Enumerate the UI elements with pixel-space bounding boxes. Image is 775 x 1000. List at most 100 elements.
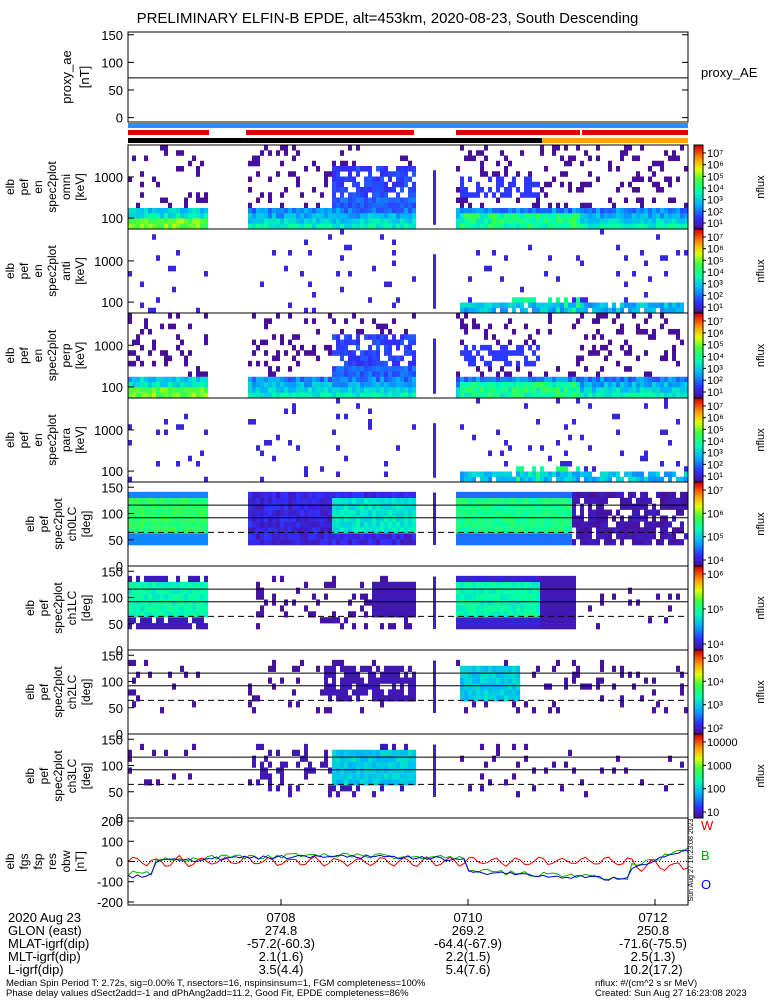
spectrogram-cell <box>340 218 344 225</box>
spectrogram-cell <box>192 387 196 393</box>
spectrogram-cell <box>148 376 152 383</box>
spectrogram-cell <box>284 491 288 499</box>
spectrogram-cell <box>372 677 376 684</box>
spectrogram-cell <box>484 593 488 600</box>
spectrogram-cell <box>468 611 472 618</box>
panel-frame <box>127 228 689 314</box>
spectrogram-cell <box>148 208 152 214</box>
spectrogram-cell <box>324 671 328 678</box>
spectrogram-cell <box>328 617 332 624</box>
spectrogram-cell <box>468 581 472 588</box>
spectrogram-cell <box>196 461 200 467</box>
spectrogram-cell <box>268 773 272 780</box>
spectrogram-cell <box>540 208 544 214</box>
spectrogram-cell <box>140 328 144 335</box>
spectrogram-cell <box>504 671 508 678</box>
spectrogram-cell <box>336 223 340 230</box>
colorbar-cell <box>694 233 703 236</box>
spectrogram-cell <box>680 339 684 346</box>
spectrogram-cell <box>656 521 660 528</box>
spectrogram-cell <box>580 683 584 690</box>
spectrogram-cell <box>196 218 200 225</box>
spectrogram-cell <box>548 605 552 612</box>
spectrogram-cell <box>520 376 524 383</box>
spectrogram-cell <box>352 521 356 528</box>
spectrogram-cell <box>340 749 344 756</box>
colorbar-cell <box>694 805 703 808</box>
spectrogram-cell <box>468 683 472 690</box>
spectrogram-cell <box>380 521 384 528</box>
spectrogram-cell <box>644 260 648 267</box>
spectrogram-cell <box>536 623 540 630</box>
spectrogram-cell <box>360 208 364 214</box>
spectrogram-cell <box>144 539 148 546</box>
spectrogram-cell <box>276 503 280 510</box>
spectrogram-cell <box>496 471 500 478</box>
spectrogram-cell <box>176 376 180 383</box>
spectrogram-cell <box>464 392 468 399</box>
spectrogram-cell <box>456 515 460 522</box>
spectrogram-cell <box>524 503 528 510</box>
spectrogram-cell <box>480 223 484 230</box>
spectrogram-cell <box>628 471 632 478</box>
spectrogram-cell <box>312 292 316 298</box>
spectrogram-cell <box>144 387 148 393</box>
spectrogram-cell <box>160 611 164 618</box>
y-tick-label: 100 <box>101 380 123 395</box>
y-tick-label: 50 <box>109 785 123 800</box>
colorbar-cell <box>694 755 703 758</box>
spectrogram-cell <box>344 539 348 546</box>
spectrogram-cell <box>528 360 532 367</box>
spectrogram-cell <box>620 503 624 510</box>
spectrogram-cell <box>504 192 508 198</box>
colorbar-tick-label: 10² <box>707 459 723 471</box>
spectrogram-cell <box>648 334 652 340</box>
spectrogram-cell <box>584 471 588 478</box>
spectrogram-cell <box>564 605 568 612</box>
spectrogram-cell <box>536 521 540 528</box>
spectrogram-cell <box>396 509 400 516</box>
spectrogram-cell <box>152 605 156 612</box>
spectrogram-cell <box>268 497 272 504</box>
spectrogram-cell <box>560 527 564 534</box>
colorbar-tick-label: 10³ <box>707 363 723 375</box>
spectrogram-cell <box>164 213 168 219</box>
spectrogram-cell <box>200 617 204 624</box>
spectrogram-cell <box>544 166 548 172</box>
spectrogram-cell <box>152 339 156 346</box>
spectrogram-cell <box>464 313 468 319</box>
spectrogram-cell <box>316 539 320 546</box>
spectrogram-cell <box>384 202 388 209</box>
spectrogram-cell <box>272 355 276 362</box>
spectrogram-cell <box>356 785 360 792</box>
spectrogram-cell <box>368 665 372 672</box>
spectrogram-cell <box>480 371 484 378</box>
spectrogram-cell <box>456 587 460 594</box>
spectrogram-cell <box>132 491 136 499</box>
spectrogram-cell <box>460 302 464 309</box>
spectrogram-cell <box>340 695 344 702</box>
spectrogram-cell <box>620 665 624 672</box>
spectrogram-cell <box>644 503 648 510</box>
spectrogram-cell <box>268 515 272 522</box>
spectrogram-cell <box>488 323 492 330</box>
spectrogram-cell <box>368 509 372 516</box>
spectrogram-cell <box>628 527 632 534</box>
spectrogram-cell <box>128 387 132 393</box>
spectrogram-cell <box>604 476 608 483</box>
y-tick-label: 0 <box>116 811 123 826</box>
spectrogram-cell <box>144 527 148 534</box>
spectrogram-cell <box>152 344 156 351</box>
spectrogram-cell <box>256 515 260 522</box>
spectrogram-cell <box>464 581 468 588</box>
spectrogram-cell <box>600 677 604 684</box>
spectrogram-cell <box>408 392 412 399</box>
spectrogram-cell <box>268 503 272 510</box>
spectrogram-cell <box>360 223 364 230</box>
status-bar-red <box>246 130 414 135</box>
spectrogram-cell <box>300 387 304 393</box>
spectrogram-cell <box>512 611 516 618</box>
spectrogram-cell <box>304 223 308 230</box>
